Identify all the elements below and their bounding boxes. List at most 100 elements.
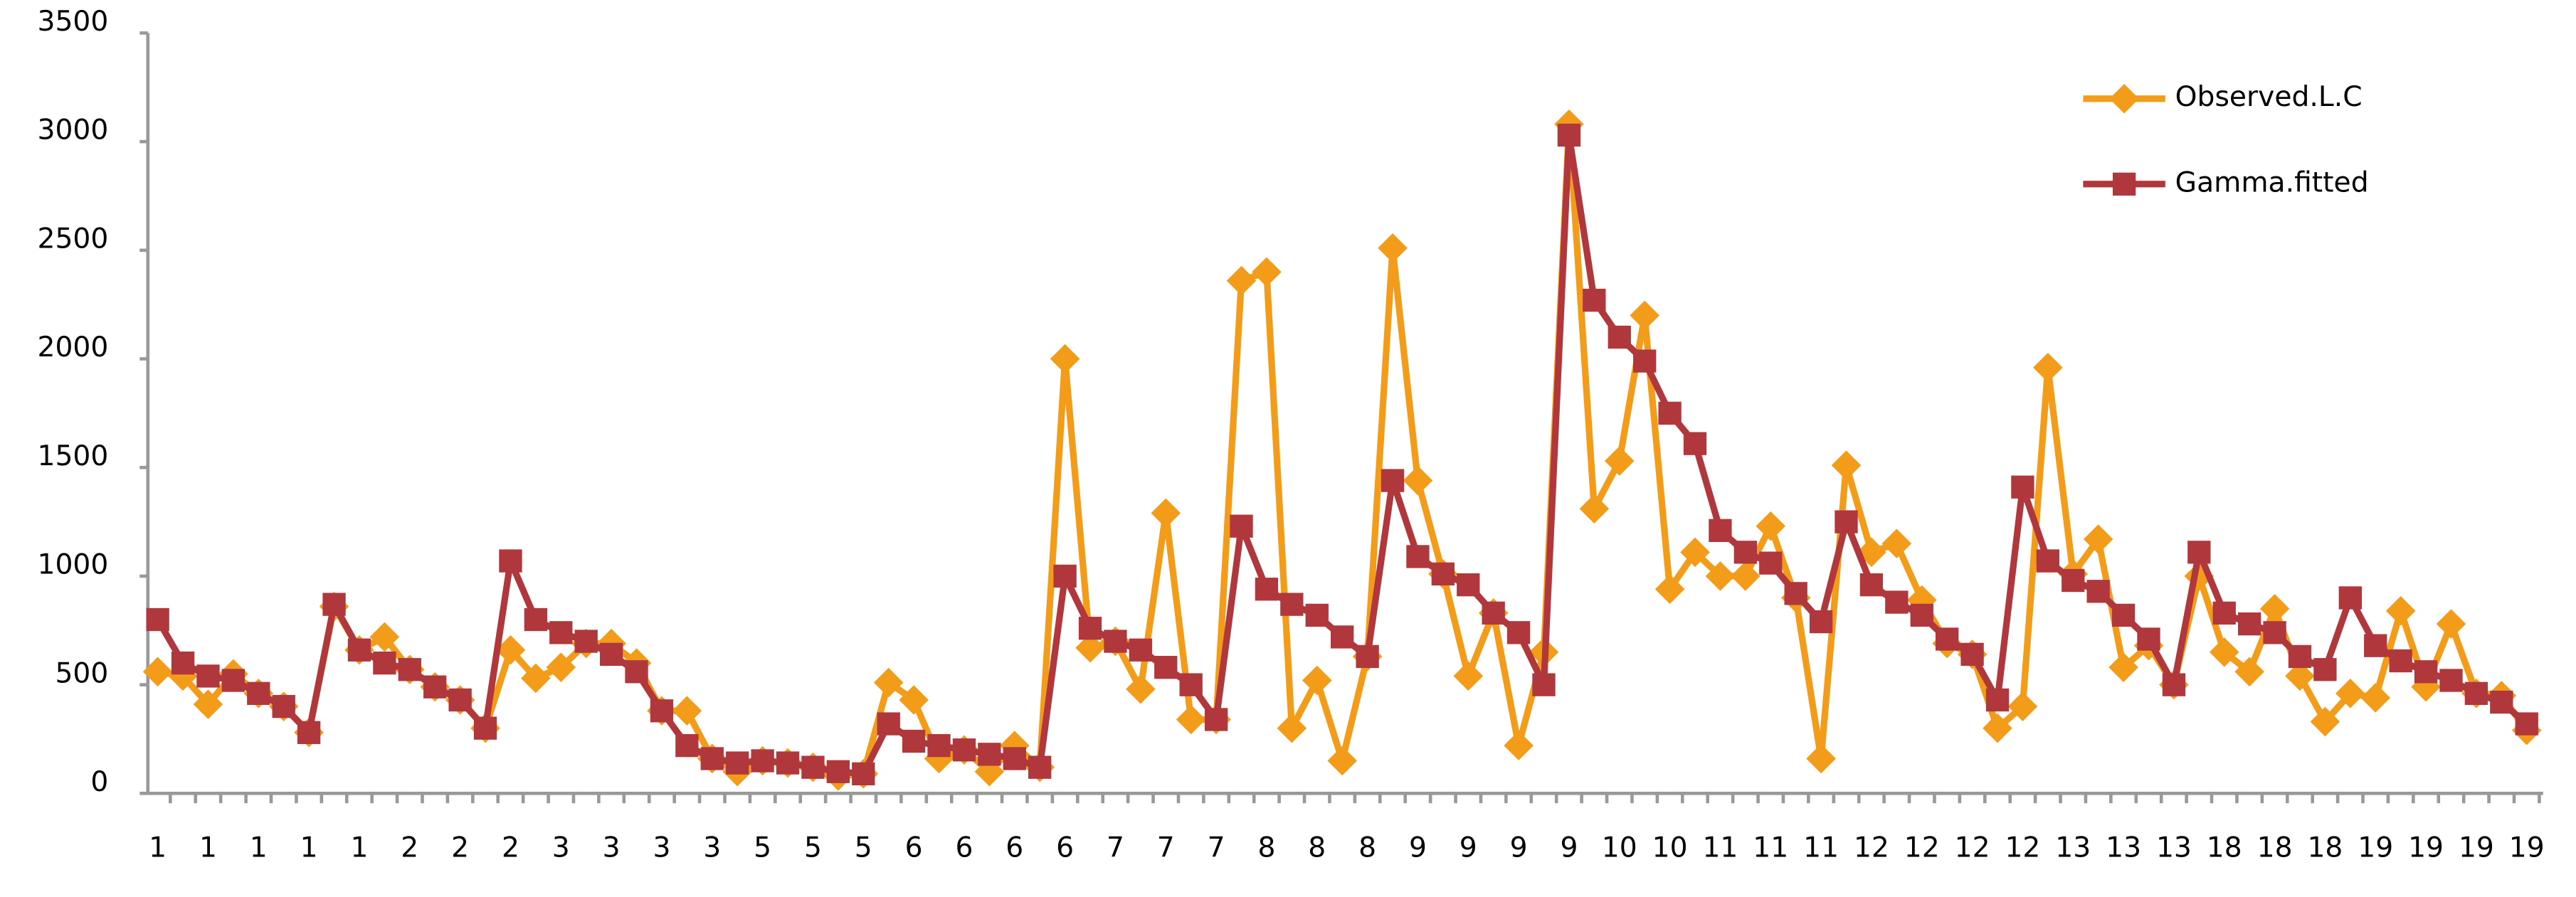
legend-label: Observed.L.C	[2175, 81, 2363, 113]
marker	[1936, 627, 1959, 651]
x-tick-label: 8	[1358, 832, 1376, 864]
marker	[1756, 511, 1786, 541]
marker	[196, 664, 220, 688]
marker	[2108, 652, 2138, 682]
x-tick-label: 6	[955, 832, 973, 864]
x-tick-label: 18	[2207, 832, 2242, 864]
marker	[776, 751, 800, 775]
marker	[1709, 519, 1732, 542]
marker	[1179, 673, 1203, 696]
marker	[2086, 580, 2110, 603]
marker	[2515, 712, 2538, 736]
marker	[826, 760, 850, 783]
x-tick-label: 2	[451, 832, 469, 864]
marker	[448, 688, 472, 712]
y-tick-label: 1500	[38, 440, 109, 472]
marker	[1305, 603, 1329, 627]
marker	[1129, 638, 1153, 662]
marker	[1078, 617, 1102, 640]
y-tick-label: 3500	[38, 6, 109, 38]
marker	[801, 755, 825, 779]
marker	[423, 675, 447, 699]
marker	[1378, 233, 1408, 263]
marker	[1881, 529, 1912, 558]
x-tick-label: 12	[1955, 832, 1990, 864]
marker	[1806, 743, 1836, 774]
marker	[1403, 465, 1433, 496]
marker	[549, 621, 573, 644]
marker	[902, 729, 926, 753]
marker	[1431, 562, 1455, 586]
marker	[2360, 683, 2391, 713]
marker	[1356, 644, 1379, 669]
marker	[978, 743, 1001, 766]
marker	[1705, 561, 1736, 591]
x-tick-label: 1	[199, 832, 217, 864]
marker	[2436, 609, 2466, 639]
marker	[1176, 704, 1206, 735]
marker	[1075, 632, 1105, 663]
marker	[1960, 642, 1984, 667]
marker	[322, 593, 346, 616]
marker	[650, 699, 674, 723]
x-tick-label: 18	[2257, 832, 2293, 864]
x-tick-label: 5	[754, 832, 771, 864]
marker	[1759, 551, 1783, 575]
marker	[1050, 344, 1080, 374]
marker	[2083, 524, 2113, 554]
legend-label: Gamma.fitted	[2175, 166, 2369, 198]
x-tick-label: 6	[1005, 832, 1023, 864]
x-tick-label: 5	[855, 832, 872, 864]
marker	[726, 751, 749, 775]
marker	[599, 642, 623, 667]
marker	[1604, 446, 1635, 476]
marker	[398, 658, 421, 681]
marker	[2385, 596, 2416, 626]
x-tick-label: 19	[2459, 832, 2494, 864]
marker	[927, 733, 951, 758]
marker	[1028, 755, 1052, 779]
marker	[675, 733, 699, 758]
marker	[1506, 621, 1531, 644]
marker	[2162, 673, 2186, 696]
x-tick-label: 11	[1753, 832, 1788, 864]
marker	[1504, 731, 1534, 760]
marker	[2212, 601, 2236, 625]
marker	[1983, 713, 2012, 743]
marker	[1302, 665, 1332, 696]
marker	[952, 738, 976, 762]
marker	[1003, 747, 1026, 770]
marker	[1910, 603, 1933, 627]
marker	[2439, 669, 2463, 692]
x-tick-label: 13	[2055, 832, 2091, 864]
x-tick-label: 19	[2408, 832, 2444, 864]
x-tick-label: 1	[250, 832, 268, 864]
marker	[1658, 401, 1682, 425]
marker	[1104, 630, 1127, 653]
marker	[2011, 475, 2034, 499]
marker	[2338, 586, 2362, 610]
marker	[1831, 450, 1862, 480]
marker	[1859, 573, 1884, 597]
x-tick-label: 6	[1056, 832, 1074, 864]
marker	[2263, 621, 2286, 644]
marker	[1230, 514, 1253, 538]
x-tick-label: 19	[2509, 832, 2545, 864]
marker	[1053, 564, 1077, 588]
marker	[1280, 593, 1304, 616]
marker	[1255, 578, 1279, 601]
x-tick-label: 18	[2307, 832, 2343, 864]
marker	[1733, 541, 1758, 564]
x-tick-label: 10	[1652, 832, 1688, 864]
marker	[625, 660, 648, 684]
marker	[1608, 325, 1631, 349]
marker	[1557, 123, 1581, 147]
marker	[574, 630, 598, 653]
x-tick-label: 7	[1208, 832, 1225, 864]
y-tick-label: 500	[55, 657, 108, 689]
x-tick-label: 10	[1602, 832, 1637, 864]
marker	[2033, 352, 2063, 383]
marker	[1985, 688, 2010, 712]
x-tick-label: 12	[1904, 832, 1940, 864]
